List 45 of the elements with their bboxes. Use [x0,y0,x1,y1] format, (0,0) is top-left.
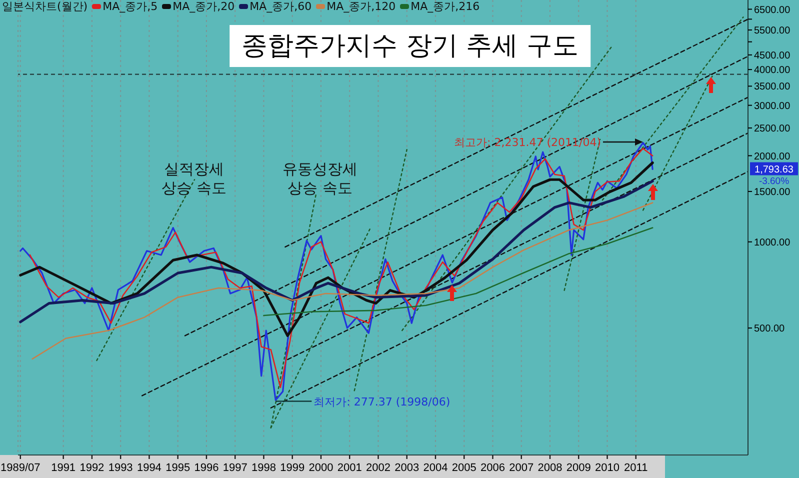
y-tick-label: 4000.00 [754,65,791,76]
annotation: 실적장세 상승 속도 [162,160,226,197]
x-tick-label: 2010 [595,462,620,474]
legend-label: MA_종가,216 [410,0,480,13]
x-tick-label: 1999 [280,462,305,474]
y-tick-label: 3000.00 [754,100,791,112]
text: 1,793.63 [754,164,794,176]
x-tick-label: 2005 [452,462,476,474]
x-tick-label: 1991 [51,462,76,474]
legend-label: MA_종가,5 [102,0,158,13]
x-tick-label: 2004 [423,462,448,474]
legend-label: MA_종가,120 [326,0,396,13]
x-tick-label: 2003 [394,462,420,474]
y-tick-label: 500.00 [754,324,786,335]
annotation: 유동성장세 상승 속도 [282,160,358,197]
annotation: 최저가: 277.37 (1998/06) [314,395,450,408]
x-tick-label: 1995 [166,462,190,474]
y-tick-label: 2500.00 [754,124,791,135]
y-tick-label: 1500.00 [754,187,791,198]
y-tick-label: 2000.00 [754,151,791,162]
legend-title: 일본식차트(월간) [2,0,88,13]
x-tick-label: 1996 [194,462,219,474]
text: -3.60% [758,176,790,188]
y-tick-label: 4500.00 [754,50,791,62]
x-tick-label: 1993 [108,462,133,474]
x-tick-label: 2008 [538,462,562,474]
x-tick-label: 1997 [222,462,248,474]
x-tick-label: 1998 [251,462,276,474]
x-tick-label: 1992 [80,462,104,474]
x-tick-label: 2011 [624,462,648,474]
legend-label: MA_종가,20 [172,0,235,13]
x-tick-label: 2006 [480,462,505,474]
y-tick-label: 6500.00 [754,4,791,16]
y-tick-label: 5500.00 [754,26,791,37]
x-tick-label: 2009 [566,462,591,474]
x-tick-label: 2007 [509,462,534,474]
legend-label: MA_종가,60 [250,0,312,13]
x-tick-label: 1994 [136,462,162,474]
x-tick-label: 2002 [366,462,390,474]
x-tick-label: 1989/07 [0,462,40,474]
x-tick-label: 2001 [337,462,362,474]
y-tick-label: 1000.00 [754,237,791,248]
y-tick-label: 3500.00 [754,82,791,93]
text: 종합주가지수 장기 추세 구도 [230,25,590,67]
x-tick-label: 2000 [308,462,334,474]
